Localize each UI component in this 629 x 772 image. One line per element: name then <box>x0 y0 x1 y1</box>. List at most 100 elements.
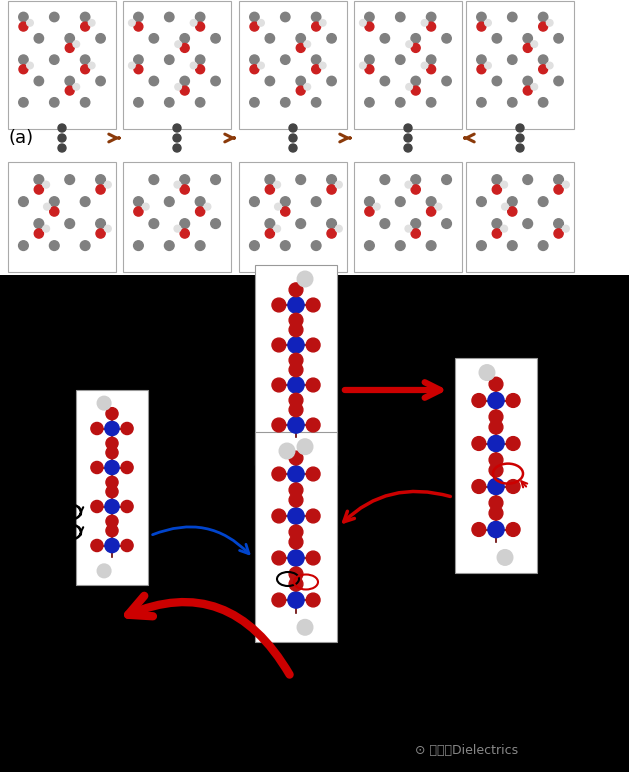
Circle shape <box>492 218 502 229</box>
Circle shape <box>360 63 366 69</box>
Circle shape <box>65 174 75 185</box>
Circle shape <box>508 97 517 107</box>
Circle shape <box>81 65 89 73</box>
Circle shape <box>272 418 286 432</box>
Circle shape <box>326 218 337 229</box>
Circle shape <box>365 12 374 22</box>
Circle shape <box>19 22 28 31</box>
Circle shape <box>81 55 90 64</box>
Circle shape <box>104 225 111 232</box>
Circle shape <box>477 197 486 206</box>
Circle shape <box>311 12 321 22</box>
Circle shape <box>489 463 503 477</box>
Circle shape <box>477 12 486 22</box>
Circle shape <box>97 396 111 410</box>
Bar <box>76 390 148 584</box>
Circle shape <box>306 509 320 523</box>
Circle shape <box>258 63 264 69</box>
Circle shape <box>149 76 159 86</box>
Circle shape <box>477 22 486 31</box>
Circle shape <box>196 97 205 107</box>
Circle shape <box>479 364 495 381</box>
Circle shape <box>34 229 43 238</box>
Circle shape <box>489 506 503 520</box>
Circle shape <box>81 12 90 22</box>
Circle shape <box>289 354 303 367</box>
Circle shape <box>506 479 520 493</box>
Circle shape <box>165 97 174 107</box>
Circle shape <box>180 218 189 229</box>
Circle shape <box>508 197 517 206</box>
Circle shape <box>554 76 563 86</box>
Circle shape <box>73 83 80 90</box>
Circle shape <box>380 34 389 43</box>
Circle shape <box>65 86 74 95</box>
Circle shape <box>411 218 421 229</box>
Circle shape <box>180 229 189 238</box>
Circle shape <box>265 34 274 43</box>
Circle shape <box>134 97 143 107</box>
Circle shape <box>106 515 118 527</box>
Circle shape <box>250 197 259 206</box>
Circle shape <box>175 83 181 90</box>
Circle shape <box>326 174 337 185</box>
Circle shape <box>58 134 66 142</box>
Circle shape <box>477 65 486 73</box>
Circle shape <box>73 41 80 47</box>
Circle shape <box>96 34 105 43</box>
Circle shape <box>50 241 59 250</box>
Circle shape <box>191 63 197 69</box>
Circle shape <box>502 203 508 210</box>
Circle shape <box>288 466 304 482</box>
Circle shape <box>411 43 420 52</box>
Circle shape <box>106 525 118 537</box>
Circle shape <box>288 592 304 608</box>
Circle shape <box>96 174 106 185</box>
Circle shape <box>97 564 111 577</box>
Circle shape <box>211 218 220 229</box>
Circle shape <box>91 462 103 473</box>
Circle shape <box>554 34 563 43</box>
Circle shape <box>442 218 452 229</box>
Circle shape <box>298 439 313 455</box>
Circle shape <box>26 63 33 69</box>
Circle shape <box>26 19 33 26</box>
Circle shape <box>91 540 103 551</box>
Circle shape <box>149 174 159 185</box>
Circle shape <box>134 55 143 64</box>
Bar <box>354 1 462 129</box>
Circle shape <box>134 22 143 31</box>
Circle shape <box>289 144 297 152</box>
Circle shape <box>173 124 181 132</box>
Circle shape <box>50 197 59 206</box>
Circle shape <box>523 174 533 185</box>
Circle shape <box>396 97 405 107</box>
Circle shape <box>104 181 111 188</box>
Bar <box>123 1 231 129</box>
Circle shape <box>501 181 508 188</box>
Circle shape <box>538 12 548 22</box>
Circle shape <box>442 76 451 86</box>
Circle shape <box>133 197 143 206</box>
Circle shape <box>19 241 28 250</box>
Bar <box>255 432 337 642</box>
Circle shape <box>492 174 502 185</box>
Circle shape <box>554 229 563 238</box>
Circle shape <box>506 523 520 537</box>
Circle shape <box>89 63 95 69</box>
Circle shape <box>174 181 181 188</box>
Circle shape <box>421 19 428 26</box>
Circle shape <box>304 83 311 90</box>
Circle shape <box>105 422 119 435</box>
Circle shape <box>250 65 259 73</box>
Circle shape <box>211 174 220 185</box>
Circle shape <box>523 43 532 52</box>
Circle shape <box>311 241 321 250</box>
Circle shape <box>250 55 259 64</box>
Circle shape <box>492 76 501 86</box>
Circle shape <box>265 185 274 194</box>
Circle shape <box>265 174 275 185</box>
Circle shape <box>306 418 320 432</box>
Circle shape <box>34 218 43 229</box>
Circle shape <box>488 392 504 408</box>
